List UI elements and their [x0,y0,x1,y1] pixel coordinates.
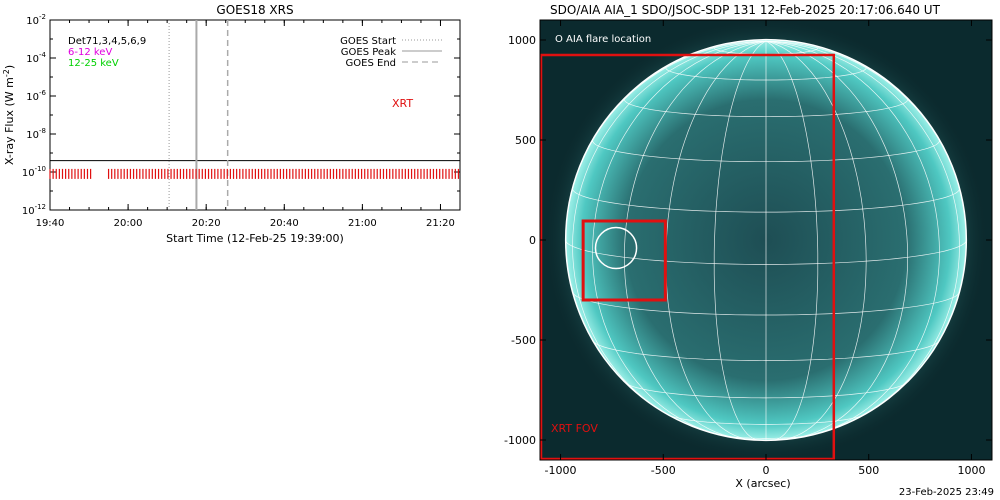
event-legend-label: GOES Peak [341,47,396,58]
solar-limb [564,38,968,442]
aia-x-tick-label: 500 [858,464,879,477]
left-y-axis-label: X-ray Flux (W m-2) [2,65,16,165]
legend-entry: 12-25 keV [68,58,119,69]
aia-y-tick-label: -1000 [504,434,536,447]
y-tick-label: 10-8 [26,127,46,141]
longitude-line [572,40,767,421]
aia-y-tick-label: 0 [529,234,536,247]
x-tick-label: 20:20 [192,218,221,229]
longitude-line [765,40,940,436]
aia-x-tick-label: -500 [651,464,676,477]
aia-y-tick-label: -500 [511,334,536,347]
longitude-line [624,40,767,439]
aia-title: SDO/AIA AIA_1 SDO/JSOC-SDP 131 12-Feb-20… [550,3,941,17]
longitude-line [765,40,908,439]
aia-x-tick-label: -1000 [545,464,577,477]
longitude-line [592,40,767,436]
aia-x-axis-label: X (arcsec) [735,477,790,490]
legend-entry: Det71,3,4,5,6,9 [68,36,146,47]
longitude-line [765,40,819,441]
x-tick-label: 21:00 [348,218,377,229]
aia-y-tick-label: 500 [515,134,536,147]
x-tick-label: 20:00 [114,218,143,229]
aia-x-tick-label: 1000 [957,464,985,477]
y-tick-label: 10-2 [26,13,46,27]
longitude-line [765,40,960,421]
xrt-fov-box [540,53,836,460]
xrt-coverage-bars [49,168,460,179]
x-tick-label: 21:20 [426,218,455,229]
aia-x-tick-label: 0 [763,464,770,477]
y-tick-label: 10-4 [26,51,46,65]
x-tick-label: 20:40 [270,218,299,229]
xrt-label: XRT [392,97,413,110]
event-legend-label: GOES End [346,58,396,69]
y-tick-label: 10-6 [26,89,46,103]
longitude-line [713,40,767,441]
aia-image-panel: SDO/AIA AIA_1 SDO/JSOC-SDP 131 12-Feb-20… [504,3,993,490]
x-tick-label: 19:40 [36,218,65,229]
footer-timestamp: 23-Feb-2025 23:49 [898,487,994,498]
legend-entry: 6-12 keV [68,47,112,58]
event-legend-label: GOES Start [340,36,396,47]
aia-flare-location-marker [594,226,638,270]
aia-x-ticks: -1000 -500 0 500 1000 [545,20,985,477]
aia-legend-text: O AIA flare location [555,34,651,45]
y-tick-label: 10-10 [22,165,46,179]
aia-y-ticks: 1000 500 0 -500 -1000 [504,34,992,447]
left-x-axis-label: Start Time (12-Feb-25 19:39:00) [166,232,344,245]
left-x-ticks: 19:40 20:00 20:20 20:40 21:00 21:20 [36,20,461,229]
xrt-fov-label: XRT FOV [551,422,598,435]
longitude-line [765,40,867,441]
goes-xrs-chart: GOES18 XRS 10-2 10-4 10-6 10-8 10-10 10-12 19… [2,3,461,245]
left-chart-title: GOES18 XRS [216,3,293,17]
y-tick-label: 10-12 [22,203,46,217]
flare-region-box [581,219,667,302]
aia-y-tick-label: 1000 [508,34,536,47]
